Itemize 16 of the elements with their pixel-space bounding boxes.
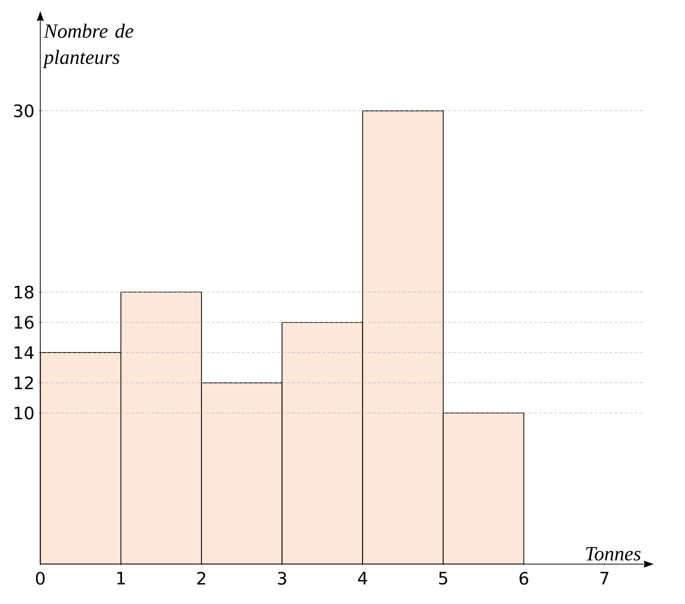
y-tick-label: 18	[14, 285, 34, 298]
x-tick-label: 3	[278, 572, 286, 585]
x-tick-label: 5	[439, 572, 448, 584]
x-tick-label: 4	[358, 572, 368, 584]
x-tick-label: 1	[117, 572, 125, 584]
y-tick-label: 10	[14, 406, 34, 420]
x-axis-title: Tonnes	[586, 546, 641, 560]
y-axis-title: Nombre de planteurs	[42, 23, 134, 68]
y-tick-label: 12	[14, 376, 33, 389]
y-tick-label: 14	[14, 346, 34, 359]
y-tick-label: 16	[14, 316, 34, 329]
y-tick-label: 30	[14, 104, 34, 118]
x-tick-label: 6	[520, 572, 528, 585]
x-tick-label: 2	[197, 572, 206, 584]
x-tick-label: 7	[600, 572, 608, 584]
x-tick-label: 0	[36, 572, 45, 585]
